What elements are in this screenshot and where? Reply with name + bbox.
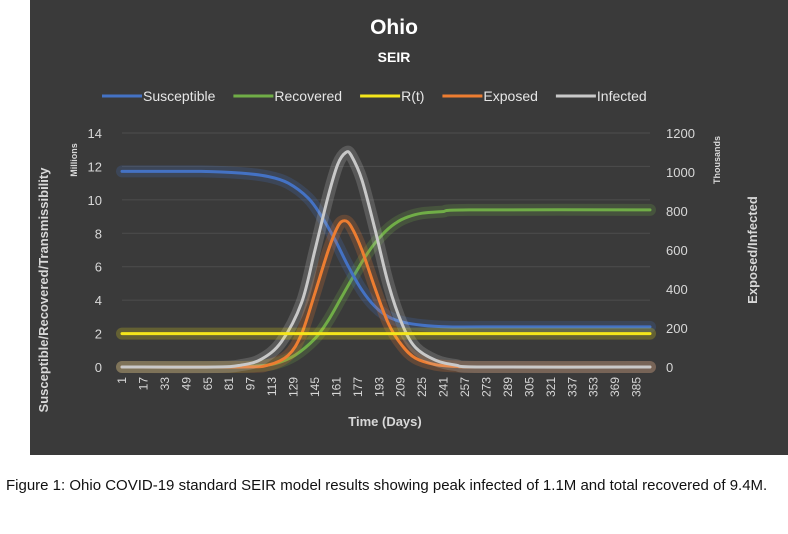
legend-label: Recovered [274,88,342,104]
figure-caption: Figure 1: Ohio COVID-19 standard SEIR mo… [6,477,768,494]
x-tick-label: 81 [222,377,236,391]
x-tick-label: 97 [244,377,258,391]
x-tick-label: 273 [480,377,494,397]
x-tick-label: 385 [630,377,644,397]
y-axis-right-label: Exposed/Infected [745,196,760,304]
y-right-tick-label: 1200 [666,126,695,141]
x-tick-label: 129 [287,377,301,397]
legend-label: R(t) [401,88,424,104]
y-left-tick-label: 12 [88,159,102,174]
x-axis: 1 17 33 49 65 81 97 113 129 145 161 177 193 209 225 241… [115,377,644,397]
x-tick-label: 193 [372,377,386,397]
y-left-tick-label: 6 [95,260,102,275]
left-axis: 0 2 4 6 8 10 12 14 [88,126,102,375]
y-right-tick-label: 800 [666,204,688,219]
y-left-tick-label: 14 [88,126,102,141]
x-tick-label: 177 [351,377,365,397]
y-left-tick-label: 4 [95,293,102,308]
y-right-tick-label: 0 [666,360,673,375]
series-line-susceptible [120,169,652,329]
chart-panel: Ohio SEIR Susceptible Recovered R(t) Expose… [30,0,788,455]
y-axis-left-label: Susceptible/Recovered/Transmissibility [36,167,51,413]
series-layer [116,145,656,374]
x-tick-label: 161 [329,377,343,397]
y-right-tick-label: 200 [666,321,688,336]
x-tick-label: 49 [179,377,193,391]
right-axis: 0 200 400 600 800 1000 1200 [666,126,695,375]
series-line-exposed [120,219,652,369]
x-tick-label: 353 [587,377,601,397]
legend-label: Exposed [483,88,537,104]
x-tick-label: 225 [415,377,429,397]
seir-chart: Ohio SEIR Susceptible Recovered R(t) Expose… [36,16,760,429]
x-tick-label: 369 [608,377,622,397]
y-right-tick-label: 600 [666,243,688,258]
legend-label: Infected [597,88,647,104]
y-axis-right-unit: Thousands [712,136,722,184]
x-tick-label: 33 [158,377,172,391]
x-tick-label: 337 [565,377,579,397]
chart-subtitle: SEIR [378,49,411,65]
x-tick-label: 1 [115,377,129,384]
y-axis-left-unit: Millions [69,143,79,177]
series-line-infected [120,150,652,369]
x-tick-label: 209 [394,377,408,397]
x-tick-label: 321 [544,377,558,397]
x-tick-label: 241 [437,377,451,397]
y-right-tick-label: 400 [666,282,688,297]
x-tick-label: 65 [201,377,215,391]
x-axis-label: Time (Days) [348,414,421,429]
y-left-tick-label: 10 [88,193,102,208]
y-left-tick-label: 2 [95,327,102,342]
x-tick-label: 145 [308,377,322,397]
x-tick-label: 257 [458,377,472,397]
y-left-tick-label: 0 [95,360,102,375]
y-left-tick-label: 8 [95,226,102,241]
x-tick-label: 113 [265,377,279,396]
x-tick-label: 305 [522,377,536,397]
y-right-tick-label: 1000 [666,165,695,180]
chart-title: Ohio [370,16,418,39]
x-tick-label: 289 [501,377,515,397]
legend-label: Susceptible [143,88,216,104]
legend: Susceptible Recovered R(t) Exposed Infected [102,88,647,104]
x-tick-label: 17 [136,377,150,391]
